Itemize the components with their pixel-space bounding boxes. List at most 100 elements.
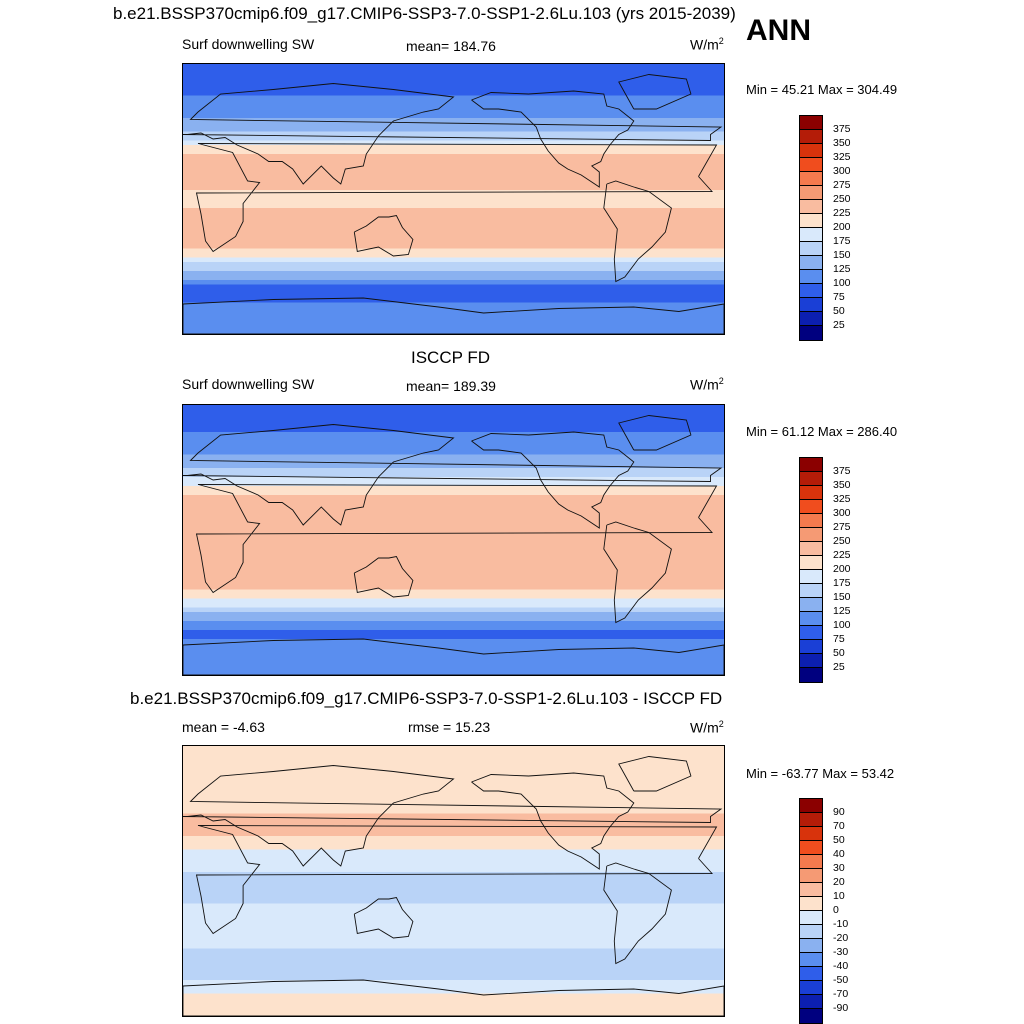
zonal-band [183,176,724,182]
panel-diff-map [182,745,725,1017]
zonal-band [183,890,724,896]
colorbar-swatch [800,869,822,883]
zonal-band [183,248,724,254]
zonal-band [183,603,724,609]
zonal-band [183,316,724,322]
coastline [471,772,635,870]
zonal-band [183,244,724,250]
colorbar-tick-label: -90 [833,1002,849,1014]
zonal-band [183,154,724,160]
zonal-band [183,307,724,313]
colorbar-swatch [800,486,822,500]
colorbar-tick-label: 10 [833,890,845,902]
colorbar-tick-label: 250 [833,193,851,205]
zonal-band [183,966,724,972]
colorbar-tick-label: 350 [833,479,851,491]
colorbar-swatch [800,458,822,472]
colorbar-swatch [800,214,822,228]
colorbar-tick-label: -40 [833,960,849,972]
zonal-band [183,284,724,290]
colorbar-tick-label: 150 [833,591,851,603]
zonal-band [183,293,724,299]
panel-model-unit: W/m2 [690,36,724,53]
zonal-band [183,858,724,864]
zonal-band [183,271,724,277]
zonal-band [183,804,724,810]
colorbar-swatch [800,668,822,682]
zonal-band [183,989,724,995]
zonal-band [183,226,724,232]
zonal-band [183,598,724,604]
zonal-band [183,172,724,178]
zonal-band [183,266,724,272]
coastline [353,214,414,257]
zonal-band [183,930,724,936]
zonal-band [183,791,724,797]
zonal-band [183,280,724,286]
zonal-band [183,759,724,765]
zonal-band [183,499,724,505]
colorbar-tick-label: 225 [833,549,851,561]
zonal-band [183,962,724,968]
zonal-band [183,755,724,761]
colorbar-swatch [800,855,822,869]
zonal-band [183,432,724,438]
zonal-band [183,818,724,824]
zonal-band [183,131,724,137]
zonal-band [183,86,724,92]
colorbar-swatch [800,570,822,584]
panel-diff-mean-label: mean = -4.63 [182,719,265,735]
colorbar-swatch [800,256,822,270]
colorbar-tick-label: 125 [833,605,851,617]
zonal-band [183,657,724,663]
zonal-band [183,140,724,146]
coastline [618,74,692,110]
colorbar-box [799,457,823,683]
season-label: ANN [746,14,811,47]
zonal-band [183,436,724,442]
zonal-band [183,993,724,999]
run-title: b.e21.BSSP370cmip6.f09_g17.CMIP6-SSP3-7.… [113,4,736,23]
zonal-band [183,585,724,591]
colorbar-swatch [800,284,822,298]
colorbar-tick-label: 50 [833,834,845,846]
zonal-band [183,526,724,532]
panel-model-mean-label: mean= 184.76 [406,38,496,54]
zonal-band [183,199,724,205]
zonal-band [183,648,724,654]
colorbar-tick-label: 325 [833,151,851,163]
coastline [195,143,718,253]
panel-diff-unit: W/m2 [690,719,724,736]
zonal-band [183,181,724,187]
zonal-band [183,104,724,110]
colorbar-swatch [800,827,822,841]
colorbar-swatch [800,556,822,570]
zonal-band [183,203,724,209]
colorbar-swatch [800,144,822,158]
colorbar-swatch [800,542,822,556]
zonal-band [183,118,724,124]
zonal-band [183,980,724,986]
zonal-band [183,468,724,474]
zonal-band [183,257,724,263]
zonal-band [183,163,724,169]
panel-diff-rmse-label: rmse = 15.23 [408,719,491,735]
zonal-band [183,553,724,559]
zonal-band [183,122,724,128]
zonal-band [183,508,724,514]
zonal-band [183,320,724,326]
colorbar-swatch [800,172,822,186]
zonal-band [183,836,724,842]
colorbar-tick-label: -20 [833,932,849,944]
zonal-band [183,535,724,541]
colorbar-swatch [800,799,822,813]
coastline [183,765,723,867]
zonal-band [183,221,724,227]
panel-model-variable-label: Surf downwelling SW [182,36,315,52]
colorbar-swatch [800,200,822,214]
colorbar-swatch [800,186,822,200]
colorbar-swatch [800,242,822,256]
zonal-band [183,73,724,79]
zonal-band [183,616,724,622]
zonal-band [183,998,724,1004]
